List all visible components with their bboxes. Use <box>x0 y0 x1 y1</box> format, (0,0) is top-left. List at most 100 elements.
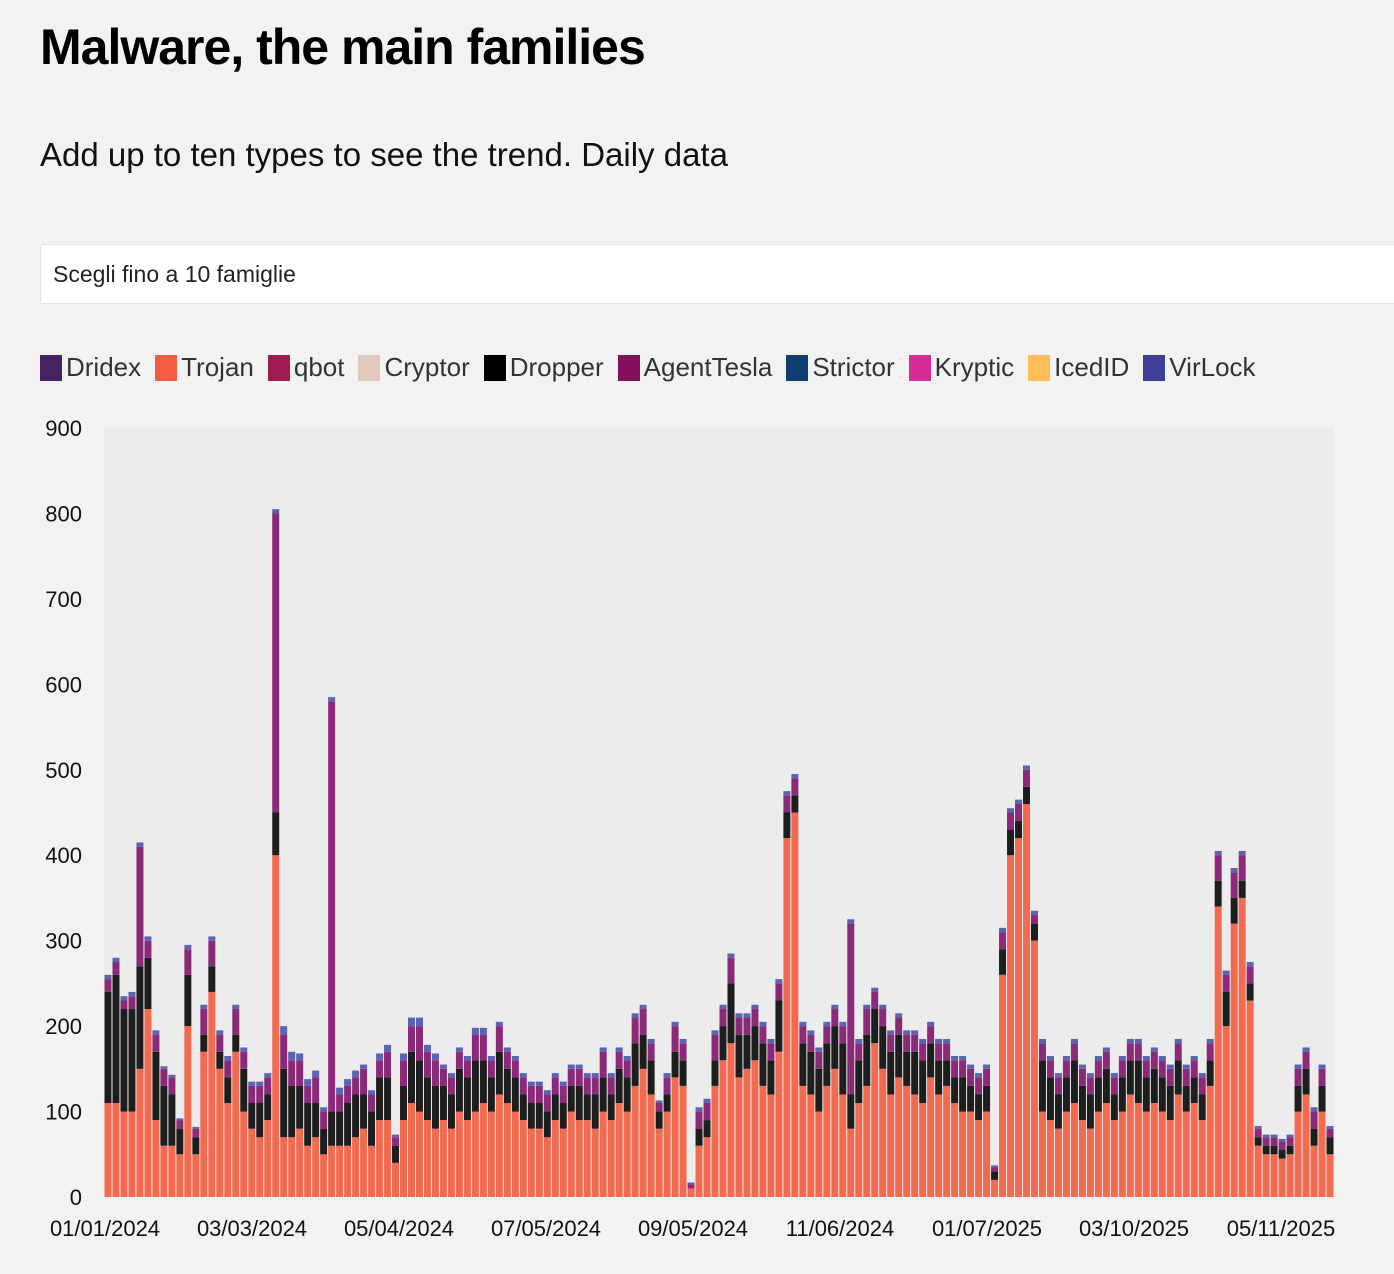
bar-segment-virlock <box>671 1021 679 1027</box>
bar-segment-dropper <box>695 1128 703 1146</box>
bar-segment-dropper <box>200 1034 208 1052</box>
bar-segment-trojan <box>455 1111 463 1197</box>
bar-segment-trojan <box>280 1137 288 1197</box>
bar-segment-agenttesla <box>855 1043 863 1061</box>
bar-segment-virlock <box>1150 1047 1158 1052</box>
bar-segment-trojan <box>1054 1128 1062 1197</box>
bar-segment-agenttesla <box>312 1077 320 1104</box>
bar-segment-virlock <box>1326 1126 1334 1129</box>
bar-segment-agenttesla <box>408 1026 415 1052</box>
bar-segment-dropper <box>1214 880 1222 907</box>
bar-segment-dropper <box>1294 1085 1302 1112</box>
bar-segment-trojan <box>959 1111 967 1197</box>
bar-segment-virlock <box>807 1030 815 1035</box>
bar-segment-virlock <box>967 1064 975 1069</box>
bar-segment-agenttesla <box>248 1085 256 1104</box>
bar-segment-agenttesla <box>511 1060 519 1078</box>
bar-segment-virlock <box>879 1004 887 1010</box>
legend-item-cryptor[interactable]: Cryptor <box>358 352 470 383</box>
legend-label: Cryptor <box>384 352 470 382</box>
bar-segment-agenttesla <box>711 1034 719 1061</box>
bar-segment-virlock <box>176 1118 184 1121</box>
bar-segment-dropper <box>623 1077 631 1112</box>
bar-segment-virlock <box>264 1073 272 1078</box>
bar-segment-virlock <box>471 1027 479 1035</box>
bar-segment-virlock <box>1270 1134 1278 1138</box>
legend-item-kryptic[interactable]: Kryptic <box>908 352 1014 383</box>
bar-segment-trojan <box>487 1111 495 1197</box>
bar-segment-dropper <box>1158 1077 1166 1112</box>
bar-segment-dropper <box>943 1060 951 1086</box>
bar-segment-trojan <box>1270 1154 1278 1197</box>
bar-segment-dropper <box>1278 1150 1286 1159</box>
bar-segment-virlock <box>999 927 1007 933</box>
bar-segment-trojan <box>392 1162 400 1197</box>
bar-segment-virlock <box>1023 765 1030 770</box>
bar-segment-dropper <box>352 1094 360 1138</box>
bar-segment-dropper <box>703 1120 711 1138</box>
bar-segment-virlock <box>815 1047 823 1052</box>
bar-segment-trojan <box>1190 1103 1198 1197</box>
bar-segment-dropper <box>519 1094 527 1121</box>
bar-segment-virlock <box>120 996 128 1001</box>
legend-item-strictor[interactable]: Strictor <box>786 352 895 383</box>
legend-swatch <box>267 354 290 381</box>
bar-segment-virlock <box>1142 1056 1150 1061</box>
bar-segment-virlock <box>727 953 735 958</box>
bar-segment-agenttesla <box>1190 1060 1198 1078</box>
bar-segment-dropper <box>543 1111 551 1138</box>
bar-segment-trojan <box>1318 1111 1326 1197</box>
bar-segment-agenttesla <box>1318 1068 1326 1086</box>
bar-segment-trojan <box>1150 1103 1158 1197</box>
bar-segment-virlock <box>1254 1126 1262 1129</box>
legend-item-agenttesla[interactable]: AgentTesla <box>617 352 772 383</box>
legend-item-dridex[interactable]: Dridex <box>40 352 141 383</box>
bar-segment-dropper <box>120 1009 128 1112</box>
bar-segment-agenttesla <box>1238 855 1246 881</box>
legend-swatch <box>1028 354 1051 381</box>
bar-segment-agenttesla <box>735 1017 743 1035</box>
bar-segment-virlock <box>1310 1107 1318 1112</box>
legend-item-icedid[interactable]: IcedID <box>1028 352 1129 383</box>
bar-segment-virlock <box>615 1047 623 1052</box>
bar-segment-dropper <box>1062 1077 1070 1112</box>
bar-segment-agenttesla <box>1078 1068 1086 1086</box>
bar-segment-trojan <box>983 1111 991 1197</box>
bar-segment-agenttesla <box>1198 1077 1206 1095</box>
bar-segment-trojan <box>423 1120 431 1197</box>
bar-segment-virlock <box>144 936 152 941</box>
bar-segment-trojan <box>328 1145 336 1197</box>
bar-segment-dropper <box>567 1085 575 1112</box>
bar-segment-virlock <box>575 1064 583 1069</box>
bar-segment-virlock <box>352 1070 360 1078</box>
bar-segment-virlock <box>599 1047 607 1052</box>
bar-segment-trojan <box>384 1120 392 1197</box>
bar-segment-dropper <box>1326 1137 1334 1155</box>
legend-item-dropper[interactable]: Dropper <box>483 352 604 383</box>
legend-item-virlock[interactable]: VirLock <box>1143 352 1256 383</box>
y-tick-label: 200 <box>45 1014 82 1039</box>
legend-item-qbot[interactable]: qbot <box>267 352 344 383</box>
family-select[interactable]: Scegli fino a 10 famiglie <box>40 244 1394 304</box>
bar-segment-trojan <box>591 1128 599 1197</box>
y-tick-label: 300 <box>45 929 82 954</box>
bar-segment-agenttesla <box>887 1034 895 1052</box>
bar-segment-trojan <box>192 1154 200 1197</box>
bar-segment-agenttesla <box>200 1009 208 1035</box>
bar-segment-virlock <box>200 1004 208 1010</box>
bar-segment-virlock <box>256 1081 264 1086</box>
bar-segment-agenttesla <box>839 1026 847 1044</box>
bar-segment-trojan <box>615 1103 623 1197</box>
bar-segment-virlock <box>751 1004 759 1010</box>
legend-item-trojan[interactable]: Trojan <box>155 352 254 383</box>
bar-segment-dropper <box>975 1094 983 1121</box>
bar-segment-agenttesla <box>623 1060 631 1078</box>
bar-segment-trojan <box>431 1128 439 1197</box>
bar-segment-agenttesla <box>360 1068 368 1095</box>
bar-segment-dropper <box>408 1051 415 1104</box>
y-tick-label: 100 <box>45 1100 82 1125</box>
bar-segment-dropper <box>719 1026 727 1061</box>
bar-segment-agenttesla <box>983 1068 991 1086</box>
bar-segment-agenttesla <box>1118 1060 1126 1078</box>
bar-segment-agenttesla <box>144 940 152 958</box>
